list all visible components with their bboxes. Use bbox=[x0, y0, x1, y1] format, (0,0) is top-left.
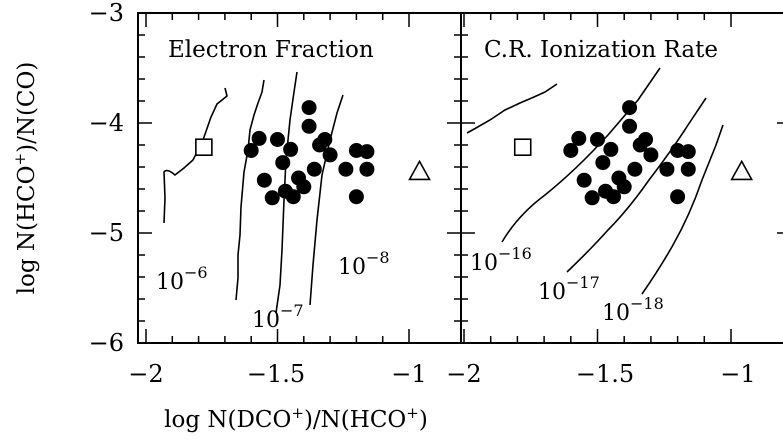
contour-label: 10−18 bbox=[602, 294, 664, 326]
y-tick-label: −3 bbox=[89, 0, 124, 27]
data-point-circle bbox=[670, 189, 686, 205]
data-point-circle bbox=[306, 161, 322, 177]
data-point-circle bbox=[576, 172, 592, 188]
data-point-circle bbox=[563, 143, 579, 158]
data-point-circle bbox=[338, 161, 354, 177]
contour-line bbox=[466, 83, 558, 134]
left-contours bbox=[163, 71, 344, 314]
data-point-circle bbox=[243, 143, 259, 158]
y-tick-label: −6 bbox=[89, 329, 124, 357]
x-tick-label: −2 bbox=[128, 360, 163, 388]
contour-label: 10−8 bbox=[338, 248, 390, 280]
contour-line bbox=[275, 71, 298, 314]
data-point-circle bbox=[622, 118, 638, 134]
data-point-circle bbox=[251, 130, 267, 146]
data-point-circle bbox=[606, 189, 622, 205]
data-point-circle bbox=[643, 147, 659, 163]
data-point-circle bbox=[622, 100, 638, 116]
data-point-circle bbox=[571, 130, 587, 146]
contour-line bbox=[235, 79, 265, 301]
data-point-circle bbox=[590, 132, 605, 147]
right-panel-frame bbox=[460, 12, 783, 344]
data-point-circle bbox=[275, 155, 291, 171]
data-point-triangle bbox=[730, 159, 754, 181]
left-panel-title: Electron Fraction bbox=[168, 37, 374, 63]
data-point-circle bbox=[296, 179, 312, 195]
x-tick-label: −1.5 bbox=[247, 360, 305, 388]
contour-label: 10−6 bbox=[156, 263, 208, 295]
contour-label: 10−16 bbox=[470, 244, 532, 276]
y-tick-label: −4 bbox=[89, 109, 124, 137]
data-point-circle bbox=[627, 161, 643, 177]
data-point-circle bbox=[638, 132, 654, 147]
data-point-circle bbox=[301, 118, 317, 134]
data-point-circle bbox=[680, 161, 696, 177]
data-point-circle bbox=[270, 132, 285, 147]
data-point-circle bbox=[264, 190, 280, 206]
x-tick-label: −1.5 bbox=[576, 360, 634, 388]
data-point-circle bbox=[616, 179, 632, 195]
data-point-circle bbox=[359, 144, 375, 160]
y-axis-title: log N(HCO+)/N(CO) bbox=[11, 62, 40, 295]
x-axis-title: log N(DCO+)/N(HCO+) bbox=[164, 404, 428, 433]
data-point-circle bbox=[256, 172, 272, 188]
data-point-circle bbox=[680, 144, 696, 160]
contour-line bbox=[641, 124, 724, 295]
y-tick-label: −5 bbox=[89, 219, 124, 247]
data-point-square bbox=[195, 138, 213, 156]
contour-label: 10−7 bbox=[252, 301, 304, 333]
contour-label: 10−17 bbox=[538, 273, 600, 305]
data-point-circle bbox=[359, 161, 375, 177]
data-point-circle bbox=[283, 141, 299, 157]
data-point-circle bbox=[348, 189, 364, 205]
data-point-square bbox=[513, 138, 532, 156]
data-point-circle bbox=[322, 147, 338, 163]
data-point-circle bbox=[285, 189, 301, 205]
data-marks bbox=[195, 100, 754, 206]
contour-line bbox=[309, 94, 344, 306]
data-point-circle bbox=[584, 190, 600, 206]
data-point-circle bbox=[659, 161, 675, 177]
tick-marks bbox=[138, 12, 783, 344]
x-tick-label: −1 bbox=[720, 360, 755, 388]
contour-line bbox=[163, 87, 228, 224]
data-point-triangle bbox=[408, 159, 431, 181]
x-tick-label: −2 bbox=[446, 360, 481, 388]
data-point-circle bbox=[317, 132, 333, 147]
right-panel-title: C.R. Ionization Rate bbox=[484, 37, 718, 63]
x-tick-label: −1 bbox=[391, 360, 426, 388]
data-point-circle bbox=[603, 141, 619, 157]
data-point-circle bbox=[595, 155, 611, 171]
data-point-circle bbox=[301, 100, 317, 116]
